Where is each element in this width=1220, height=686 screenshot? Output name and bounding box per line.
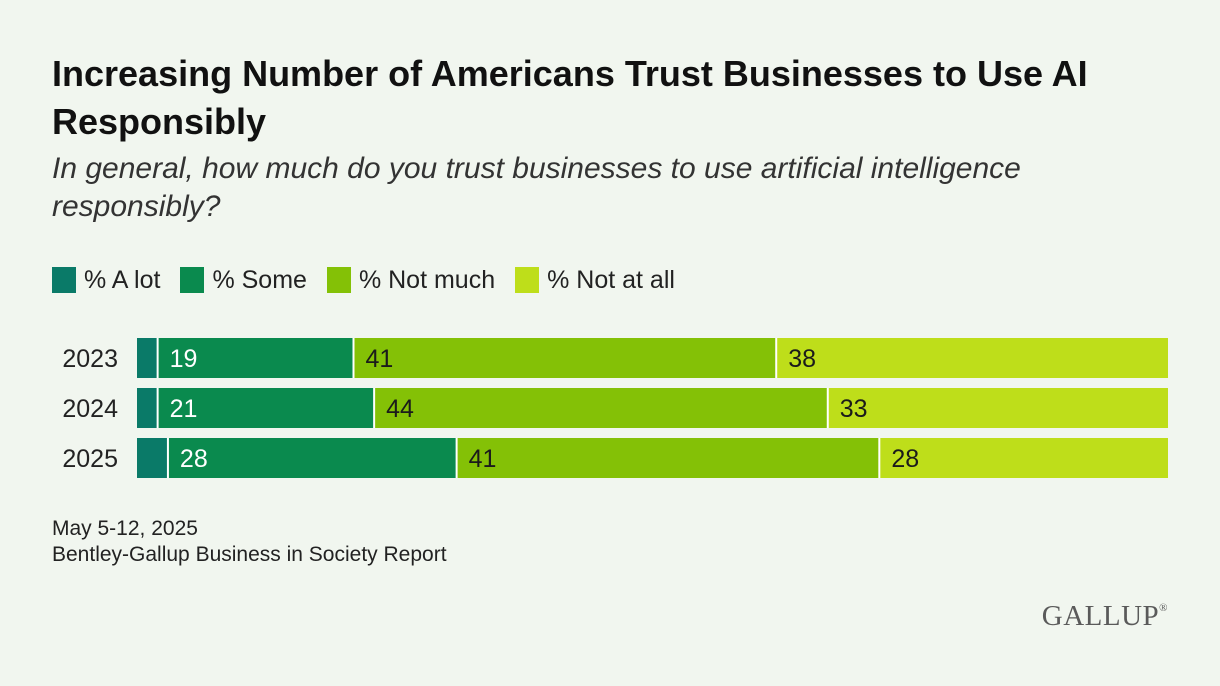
- legend-swatch-a-lot: [52, 267, 76, 293]
- data-label-not-at-all-2025: 28: [891, 445, 919, 473]
- gallup-logo: GALLUP®: [1042, 600, 1168, 633]
- legend-label-a-lot: % A lot: [84, 265, 161, 294]
- data-label-not-much-2023: 41: [366, 345, 394, 373]
- bar-a-lot-2025: [137, 438, 168, 478]
- bar-some-2025: [167, 438, 457, 478]
- chart-footnote: May 5-12, 2025 Bentley-Gallup Business i…: [52, 516, 447, 568]
- bar-a-lot-2023: [137, 338, 158, 378]
- year-label-2025: 2025: [62, 445, 118, 473]
- legend-label-some: % Some: [212, 265, 307, 294]
- bar-not-much-2023: [353, 338, 777, 378]
- bar-some-2024: [157, 388, 375, 428]
- legend-label-not-much: % Not much: [358, 265, 496, 294]
- bar-some-2023: [157, 338, 354, 378]
- legend-item-not-much: % Not much: [326, 265, 496, 295]
- data-label-some-2023: 19: [170, 345, 198, 373]
- data-label-not-much-2024: 44: [386, 395, 414, 423]
- survey-dates: May 5-12, 2025: [52, 517, 198, 540]
- legend-item-some: % Some: [180, 265, 307, 295]
- bar-not-much-2025: [456, 438, 880, 478]
- legend-swatch-some: [180, 267, 205, 293]
- source-note: Bentley-Gallup Business in Society Repor…: [52, 543, 447, 566]
- data-label-some-2024: 21: [170, 395, 198, 423]
- legend: % A lot % Some % Not much % Not at all: [52, 264, 695, 296]
- bar-a-lot-2024: [137, 388, 158, 428]
- chart-subtitle: In general, how much do you trust busine…: [52, 152, 1021, 223]
- data-label-not-much-2025: 41: [469, 445, 497, 473]
- year-label-2024: 2024: [62, 395, 118, 423]
- data-label-not-at-all-2024: 33: [840, 395, 868, 423]
- bar-not-much-2024: [374, 388, 828, 428]
- year-label-2023: 2023: [62, 345, 118, 373]
- legend-label-not-at-all: % Not at all: [547, 265, 675, 294]
- legend-swatch-not-at-all: [515, 267, 540, 293]
- legend-item-a-lot: % A lot: [52, 266, 160, 295]
- gallup-logo-text: GALLUP: [1041, 600, 1160, 632]
- legend-item-not-at-all: % Not at all: [515, 266, 675, 295]
- registered-mark: ®: [1159, 602, 1168, 614]
- bar-not-at-all-2025: [879, 438, 1168, 478]
- bar-not-at-all-2023: [776, 338, 1168, 378]
- legend-swatch-not-much: [326, 267, 351, 293]
- chart-title: Increasing Number of Americans Trust Bus…: [52, 53, 1088, 142]
- data-label-not-at-all-2023: 38: [788, 345, 816, 373]
- bar-not-at-all-2024: [827, 388, 1168, 428]
- data-label-some-2025: 28: [180, 445, 208, 473]
